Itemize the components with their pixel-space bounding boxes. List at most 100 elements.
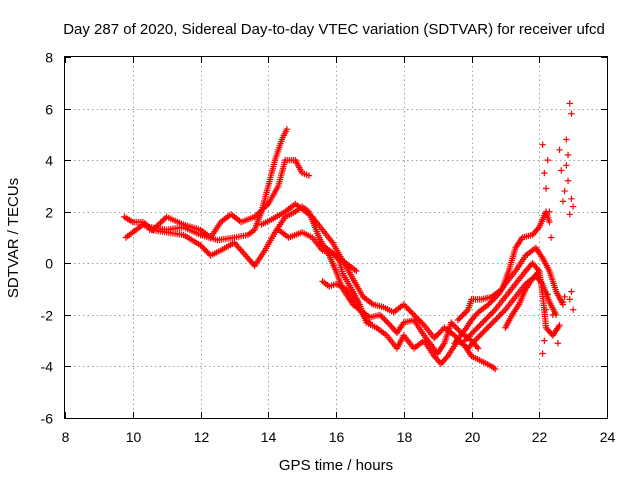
track-k-marker [556,321,563,329]
track-c-marker [200,244,207,252]
y-tick-label: -6 [41,411,54,427]
track-j-marker [460,310,467,318]
track-j-marker [462,309,469,316]
track-e-marker [481,327,489,334]
y-tick-label: 6 [45,102,53,118]
track-d-marker [432,333,439,340]
track-b-marker [251,213,258,221]
track-e-marker [493,315,500,322]
track-b-marker [260,205,267,212]
track-i-marker [486,312,493,319]
track-i-marker [471,327,479,334]
scatter-end-marker [559,298,567,306]
scatter-end-marker [549,311,556,319]
track-c-marker [453,325,461,332]
x-axis-label: GPS time / hours [279,457,393,474]
track-i-marker [470,328,477,336]
x-tick-label: 16 [329,429,345,445]
track-e-marker [480,328,487,336]
x-tick-label: 12 [194,429,210,445]
track-j-marker [454,316,462,324]
scatter-end-marker [569,203,577,210]
chart-title: Day 287 of 2020, Sidereal Day-to-day VTE… [63,21,605,38]
track-e-marker [477,331,484,338]
track-e-marker [486,322,493,330]
track-c-marker [203,247,210,255]
track-j-marker [459,312,466,319]
track-d-marker [410,311,418,319]
track-d-marker [416,317,423,324]
track-b-marker [263,202,270,209]
track-b-marker [259,206,266,213]
scatter-end-marker [568,288,575,295]
track-c-marker [452,323,459,331]
x-tick-label: 24 [600,429,616,445]
scatter-end-marker [546,208,553,215]
track-i-marker [461,337,468,344]
scatter-end-marker [568,195,575,203]
track-i-marker [478,319,486,327]
y-tick-label: -2 [41,308,54,324]
track-i-marker [464,334,471,341]
track-h-marker [489,296,496,304]
track-e-marker [474,334,481,341]
y-tick-label: 4 [45,153,53,169]
track-i-marker [476,322,483,330]
track-d-marker [412,313,419,320]
track-b-marker [154,222,161,229]
track-b-marker [155,220,163,228]
track-b-marker [157,219,164,226]
track-i-marker [473,325,480,333]
track-b-marker [257,207,264,215]
track-b-marker [254,210,261,218]
scatter-end-marker [541,337,548,344]
track-c-marker [201,246,209,253]
track-h-marker [486,299,494,307]
track-c-marker [449,320,456,328]
scatter-end-marker [569,306,577,313]
track-d-marker [409,310,416,317]
track-b-marker [305,172,313,179]
track-i-marker [481,316,489,324]
scatter-end-marker [563,162,570,169]
y-tick-label: 8 [45,50,53,66]
scatter-end-marker [566,296,573,303]
track-i-marker [468,330,476,337]
track-e-marker [500,307,508,315]
track-g-marker [366,319,374,326]
track-c-marker [450,322,458,329]
scatter-end-marker [547,234,555,241]
track-d-marker [435,330,442,337]
track-b-marker [262,203,269,211]
grid [65,57,607,418]
track-c-marker [455,326,462,334]
scatter-end-marker [561,187,568,195]
track-c-marker [475,345,482,352]
track-e-marker [478,330,486,337]
x-tick-label: 14 [261,429,277,445]
track-d-marker [433,331,441,339]
track-j-marker [456,315,463,322]
x-tick-label: 10 [126,429,142,445]
track-c-marker [197,242,204,249]
scatter-end-marker [566,211,573,218]
track-i-marker [483,315,490,322]
scatter-end-marker [564,151,572,159]
x-tick-label: 20 [465,429,481,445]
track-e-marker [476,333,483,340]
scatter-end-marker [542,306,550,313]
track-c-marker [381,316,388,323]
y-tick-label: 2 [45,205,53,221]
scatter-end-marker [554,340,562,347]
y-tick-label: 0 [45,256,53,272]
track-e-marker [492,316,499,324]
track-f-marker [353,267,360,275]
y-axis-label: SDTVAR / TECUs [5,178,22,298]
scatter-end-marker [563,136,570,143]
track-d-marker [403,304,410,311]
track-h-marker [485,301,492,308]
plot-frame [64,56,608,419]
track-j-marker [457,313,465,321]
track-e-marker [496,312,503,319]
